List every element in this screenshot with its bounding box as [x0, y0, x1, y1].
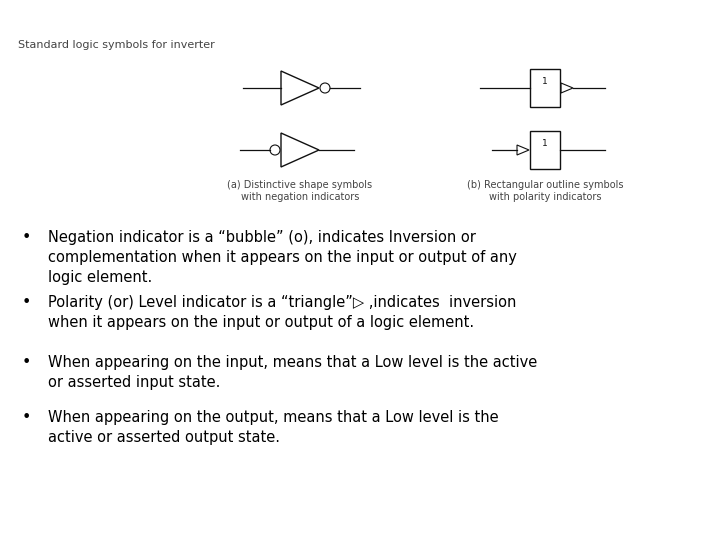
Bar	[530, 69, 560, 107]
Text: 1: 1	[542, 78, 548, 86]
Bar	[530, 131, 560, 169]
Text: Polarity (or) Level indicator is a “triangle”▷ ,indicates  inversion
when it app: Polarity (or) Level indicator is a “tria…	[48, 295, 516, 330]
Text: 1: 1	[542, 139, 548, 148]
Text: •: •	[22, 410, 32, 425]
Text: When appearing on the input, means that a Low level is the active
or asserted in: When appearing on the input, means that …	[48, 355, 537, 390]
Text: Standard logic symbols for inverter: Standard logic symbols for inverter	[18, 40, 215, 50]
Text: Negation indicator is a “bubble” (o), indicates Inversion or
complementation whe: Negation indicator is a “bubble” (o), in…	[48, 230, 517, 285]
Text: •: •	[22, 230, 32, 245]
Text: •: •	[22, 355, 32, 370]
Text: •: •	[22, 295, 32, 310]
Text: (a) Distinctive shape symbols
with negation indicators: (a) Distinctive shape symbols with negat…	[228, 180, 372, 201]
Text: When appearing on the output, means that a Low level is the
active or asserted o: When appearing on the output, means that…	[48, 410, 499, 445]
Text: (b) Rectangular outline symbols
with polarity indicators: (b) Rectangular outline symbols with pol…	[467, 180, 624, 201]
